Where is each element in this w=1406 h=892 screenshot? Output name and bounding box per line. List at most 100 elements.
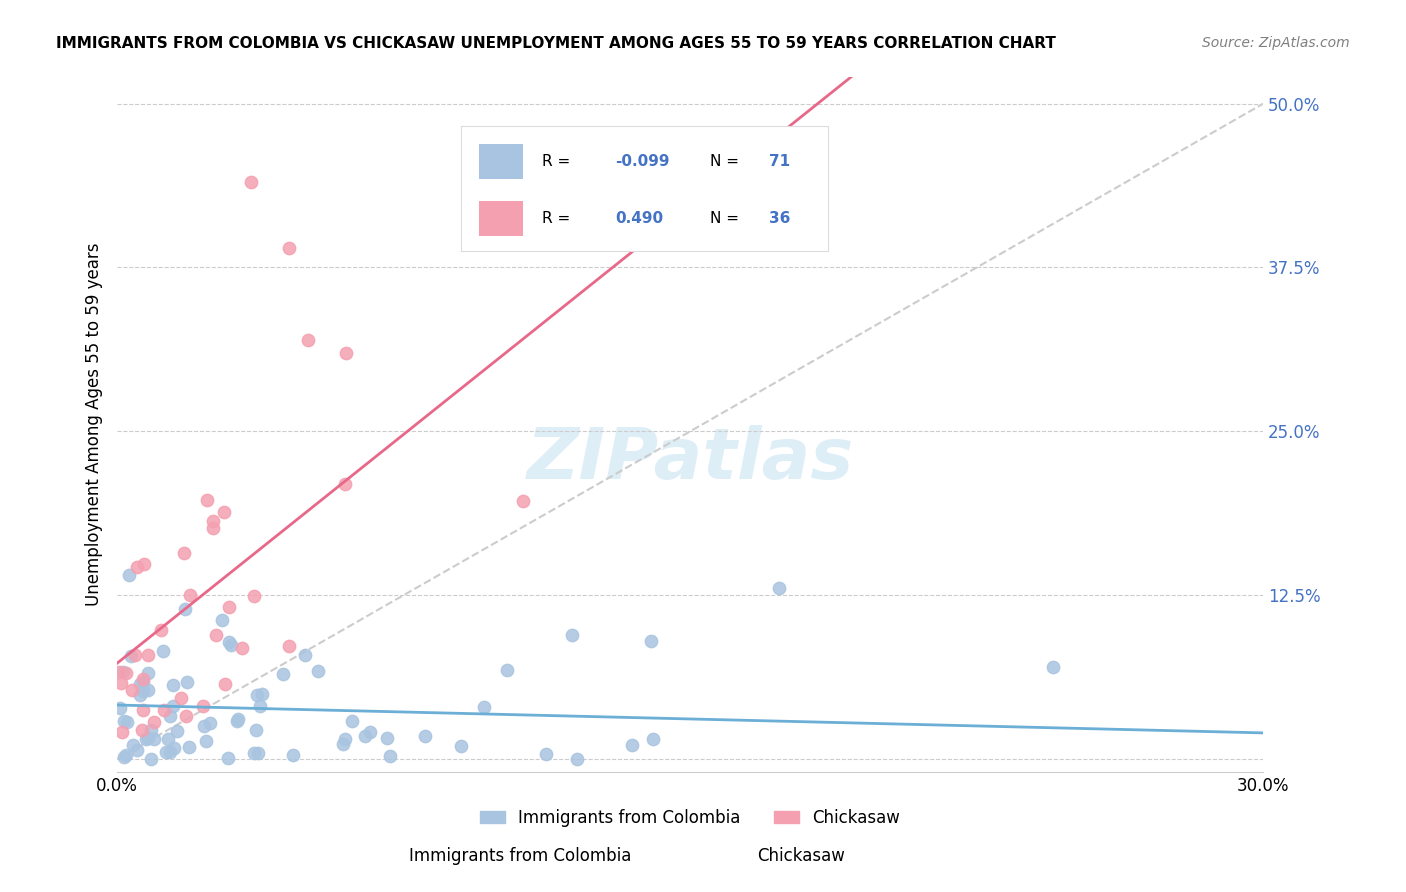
Point [195,493,218,508]
Point [141,723,163,737]
Text: Source: ZipAtlas.com: Source: ZipAtlas.com [1202,36,1350,50]
Point [142,732,165,747]
Point [332,737,354,751]
Point [114,750,136,764]
Point [132,557,155,571]
Point [307,664,329,678]
Point [472,700,495,714]
Point [162,678,184,692]
Point [413,729,436,743]
Point [129,689,152,703]
Point [193,718,215,732]
Point [110,700,132,714]
Point [250,687,273,701]
Point [138,648,160,662]
Point [271,666,294,681]
Point [115,665,138,680]
Point [174,709,197,723]
Point [149,623,172,637]
Point [125,559,148,574]
Point [243,746,266,760]
Point [156,731,179,746]
Point [231,641,253,656]
Point [143,715,166,730]
Point [136,731,159,746]
Point [225,714,247,728]
Point [375,731,398,745]
Point [249,699,271,714]
Point [131,723,153,737]
Point [378,748,401,763]
Point [129,677,152,691]
Point [162,698,184,713]
Point [153,703,176,717]
Point [200,716,222,731]
Text: Immigrants from Colombia: Immigrants from Colombia [409,847,631,864]
Point [138,665,160,680]
Point [640,634,662,648]
Point [283,747,305,762]
Point [132,674,155,689]
Point [125,743,148,757]
Text: Chickasaw: Chickasaw [758,847,845,864]
Y-axis label: Unemployment Among Ages 55 to 59 years: Unemployment Among Ages 55 to 59 years [86,243,103,607]
Legend: Immigrants from Colombia, Chickasaw: Immigrants from Colombia, Chickasaw [474,802,907,833]
Point [246,688,269,702]
Point [246,746,269,760]
Point [191,698,214,713]
Point [107,665,129,680]
Point [111,725,134,739]
Point [122,739,145,753]
Point [152,644,174,658]
Point [340,714,363,728]
Point [245,723,267,737]
Point [218,599,240,614]
Point [534,747,557,761]
Point [1042,660,1064,674]
Point [212,505,235,519]
Point [450,739,472,753]
Point [166,723,188,738]
Point [512,494,534,508]
Point [135,732,157,747]
Point [173,602,195,616]
Point [112,714,135,729]
Point [136,683,159,698]
Point [565,752,588,766]
Point [120,648,142,663]
Point [219,638,242,652]
Point [177,740,200,755]
Point [359,724,381,739]
Point [621,738,644,752]
Point [239,175,262,189]
Point [179,588,201,602]
Point [335,345,357,359]
Point [155,745,177,759]
Point [111,665,134,680]
Point [132,683,155,698]
Point [205,628,228,642]
Point [118,568,141,582]
Point [278,639,301,653]
Point [202,521,225,535]
Point [110,676,132,690]
Point [214,677,236,691]
Point [495,663,517,677]
Point [115,747,138,762]
Point [211,613,233,627]
Point [139,751,162,765]
Point [159,709,181,723]
Point [278,241,301,255]
Point [124,648,146,662]
Point [335,477,357,491]
Point [163,741,186,756]
Point [641,731,664,746]
Point [159,745,181,759]
Point [132,703,155,717]
Point [768,581,790,595]
Point [335,732,357,747]
Point [201,514,224,528]
Text: IMMIGRANTS FROM COLOMBIA VS CHICKASAW UNEMPLOYMENT AMONG AGES 55 TO 59 YEARS COR: IMMIGRANTS FROM COLOMBIA VS CHICKASAW UN… [56,36,1056,51]
Point [226,712,249,726]
Point [353,729,375,743]
